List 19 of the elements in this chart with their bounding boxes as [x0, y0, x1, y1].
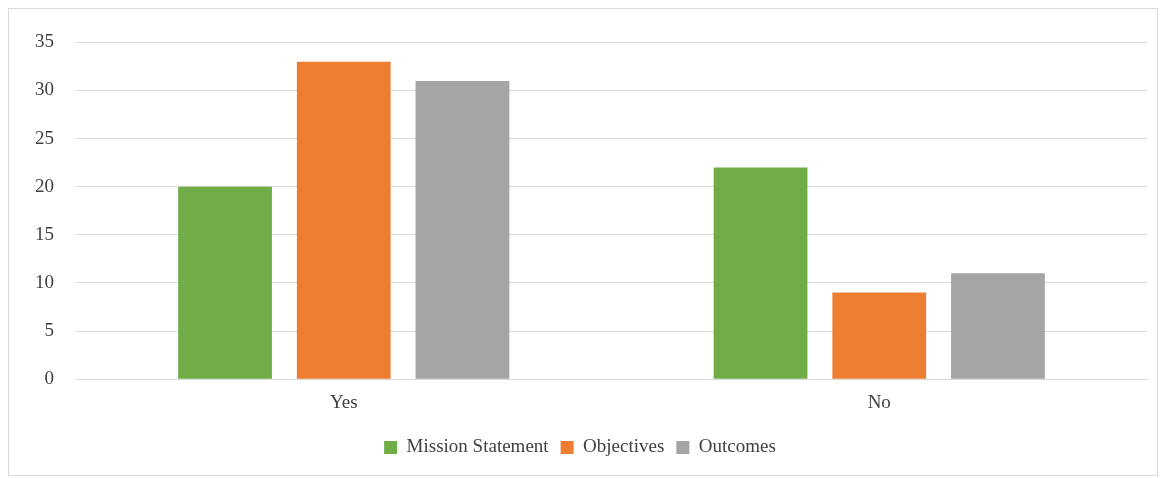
- bar: [832, 292, 927, 379]
- x-tick-label: Yes: [329, 390, 358, 412]
- legend-label: Mission Statement: [406, 435, 550, 457]
- bar: [178, 186, 272, 379]
- y-tick-label: 5: [44, 319, 54, 341]
- y-tick-label: 15: [35, 222, 54, 244]
- bar: [415, 80, 510, 379]
- y-tick-label: 10: [35, 270, 54, 292]
- legend-label: Outcomes: [698, 435, 776, 457]
- y-tick-label: 35: [35, 30, 54, 52]
- bar: [713, 167, 808, 379]
- legend-label: Objectives: [583, 435, 665, 457]
- y-tick-label: 0: [44, 367, 54, 389]
- y-tick-label: 20: [35, 174, 54, 196]
- bar: [951, 273, 1045, 379]
- x-tick-label: No: [867, 390, 891, 412]
- y-tick-label: 25: [35, 126, 54, 148]
- y-tick-label: 30: [35, 78, 54, 100]
- bar: [296, 61, 391, 379]
